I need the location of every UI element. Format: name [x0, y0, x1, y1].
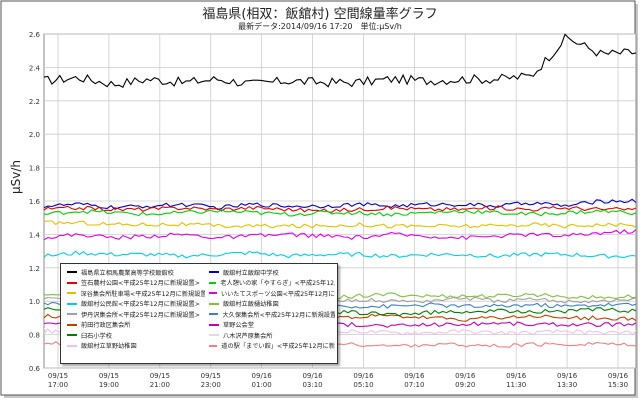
legend: 福島県立相馬農業高等学校飯舘校笠石農村公園<平成25年12月に新規設置> 深谷集会… — [60, 263, 338, 364]
x-tick-label: 09/16 — [455, 372, 476, 380]
x-tick-label: 01:00 — [252, 381, 272, 389]
legend-item: 前田行政区集会所 — [67, 320, 205, 331]
legend-swatch — [67, 344, 77, 347]
x-tick-label: 09/16 — [557, 372, 578, 380]
x-tick-label: 09/15 — [150, 372, 170, 380]
legend-swatch — [67, 292, 77, 295]
x-tick-label: 09/16 — [353, 372, 374, 380]
legend-swatch — [209, 313, 219, 316]
x-tick-label: 09/15 — [201, 372, 221, 380]
x-tick-label: 09/16 — [608, 372, 629, 380]
legend-label: いいたてスポーツ公園<平成25年12月に新規設置> — [220, 290, 335, 298]
legend-column: 福島県立相馬農業高等学校飯舘校笠石農村公園<平成25年12月に新規設置> 深谷集会… — [67, 267, 205, 351]
y-tick-label: 2.0 — [29, 131, 40, 139]
x-tick-label: 05:10 — [353, 381, 373, 389]
y-tick-label: 1.0 — [29, 298, 40, 306]
y-tick-label: 0.8 — [29, 332, 40, 340]
legend-item: いいたてスポーツ公園<平成25年12月に新規設置> — [209, 288, 335, 299]
series-line — [43, 33, 637, 88]
legend-item: 草野公会堂 — [209, 320, 335, 331]
legend-item: 臼石小学校 — [67, 330, 205, 341]
y-tick-label: 2.2 — [29, 98, 40, 106]
y-tick-label: 1.4 — [29, 231, 41, 239]
x-tick-label: 09/15 — [48, 372, 68, 380]
x-tick-label: 13:30 — [557, 381, 577, 389]
x-tick-label: 03:10 — [302, 381, 322, 389]
legend-swatch — [67, 323, 77, 326]
legend-label: 八木沢芦原集会所 — [223, 332, 273, 340]
legend-label: 草野公会堂 — [223, 322, 254, 330]
legend-label: 伊丹沢集会所<平成25年12月に新規設置> — [81, 311, 200, 319]
legend-item: 大久保集会所<平成25年12月に新規設置> — [209, 309, 335, 320]
legend-item: 道の駅「までい館」<平成25年12月に新規設置> — [209, 341, 335, 352]
legend-label: 飯舘村立飯舘中学校 — [223, 269, 279, 277]
legend-item: 飯舘村立飯樋幼稚園 — [209, 299, 335, 310]
legend-item: 深谷集会所駐車場<平成25年12月に新規設置> — [67, 288, 205, 299]
legend-label: 飯舘村立草野幼稚園 — [81, 343, 137, 351]
y-tick-label: 1.2 — [29, 265, 40, 273]
legend-item: 笠石農村公園<平成25年12月に新規設置> — [67, 278, 205, 289]
legend-swatch — [209, 292, 217, 295]
legend-label: 臼石小学校 — [81, 332, 112, 340]
legend-item: 福島県立相馬農業高等学校飯舘校 — [67, 267, 205, 278]
legend-label: 前田行政区集会所 — [81, 322, 131, 330]
legend-swatch — [209, 323, 219, 326]
x-tick-label: 07:10 — [404, 381, 424, 389]
x-tick-label: 09/16 — [252, 372, 273, 380]
legend-label: 深谷集会所駐車場<平成25年12月に新規設置> — [80, 290, 205, 298]
x-tick-label: 09/15 — [99, 372, 119, 380]
legend-swatch — [67, 302, 77, 305]
chart-subtitle: 最新データ:2014/09/16 17:20 単位:μSv/h — [238, 22, 402, 31]
y-tick-label: 1.8 — [29, 165, 40, 173]
legend-swatch — [209, 344, 218, 347]
series-line — [43, 220, 637, 229]
legend-item: 飯舘村公民館<平成25年12月に新規設置> — [67, 299, 205, 310]
legend-swatch — [209, 271, 219, 274]
legend-label: 飯舘村公民館<平成25年12月に新規設置> — [81, 301, 200, 309]
legend-label: 飯舘村立飯樋幼稚園 — [223, 301, 279, 309]
legend-swatch — [67, 271, 77, 274]
x-tick-label: 09/16 — [506, 372, 527, 380]
x-tick-label: 09/16 — [302, 372, 323, 380]
series-line — [43, 229, 637, 241]
legend-swatch — [209, 302, 219, 305]
x-tick-label: 19:00 — [99, 381, 119, 389]
legend-swatch — [67, 334, 77, 337]
chart-title: 福島県(相双：飯舘村) 空間線量率グラフ — [202, 7, 438, 22]
legend-item: 飯舘村立草野幼稚園 — [67, 341, 205, 352]
legend-item: 飯舘村立飯舘中学校 — [209, 267, 335, 278]
legend-swatch — [67, 281, 77, 284]
legend-swatch — [209, 281, 217, 284]
legend-swatch — [209, 334, 219, 337]
y-tick-label: 2.4 — [29, 64, 41, 72]
series-line — [43, 250, 637, 259]
x-tick-label: 09:20 — [455, 381, 475, 389]
legend-item: 八木沢芦原集会所 — [209, 330, 335, 341]
x-tick-label: 09/16 — [404, 372, 425, 380]
y-tick-label: 2.6 — [29, 31, 41, 39]
legend-label: 笠石農村公園<平成25年12月に新規設置> — [81, 280, 200, 288]
legend-label: 大久保集会所<平成25年12月に新規設置> — [222, 311, 335, 319]
legend-item: 老人憩いの家「やすらぎ」<平成25年12月に新規設置> — [209, 278, 335, 289]
legend-label: 福島県立相馬農業高等学校飯舘校 — [81, 269, 174, 277]
x-tick-label: 17:00 — [48, 381, 68, 389]
x-tick-label: 11:30 — [506, 381, 526, 389]
series-line — [43, 198, 637, 211]
x-tick-label: 21:00 — [150, 381, 170, 389]
legend-label: 老人憩いの家「やすらぎ」<平成25年12月に新規設置> — [220, 280, 335, 288]
legend-swatch — [67, 313, 77, 316]
y-axis-label: μSv/h — [9, 160, 23, 195]
legend-item: 伊丹沢集会所<平成25年12月に新規設置> — [67, 309, 205, 320]
y-tick-label: 0.6 — [29, 365, 41, 373]
legend-label: 道の駅「までい館」<平成25年12月に新規設置> — [221, 343, 335, 351]
series-line — [43, 205, 637, 213]
series-line — [43, 209, 637, 217]
x-tick-label: 23:00 — [201, 381, 221, 389]
x-tick-label: 15:30 — [608, 381, 628, 389]
y-tick-label: 1.6 — [29, 198, 41, 206]
